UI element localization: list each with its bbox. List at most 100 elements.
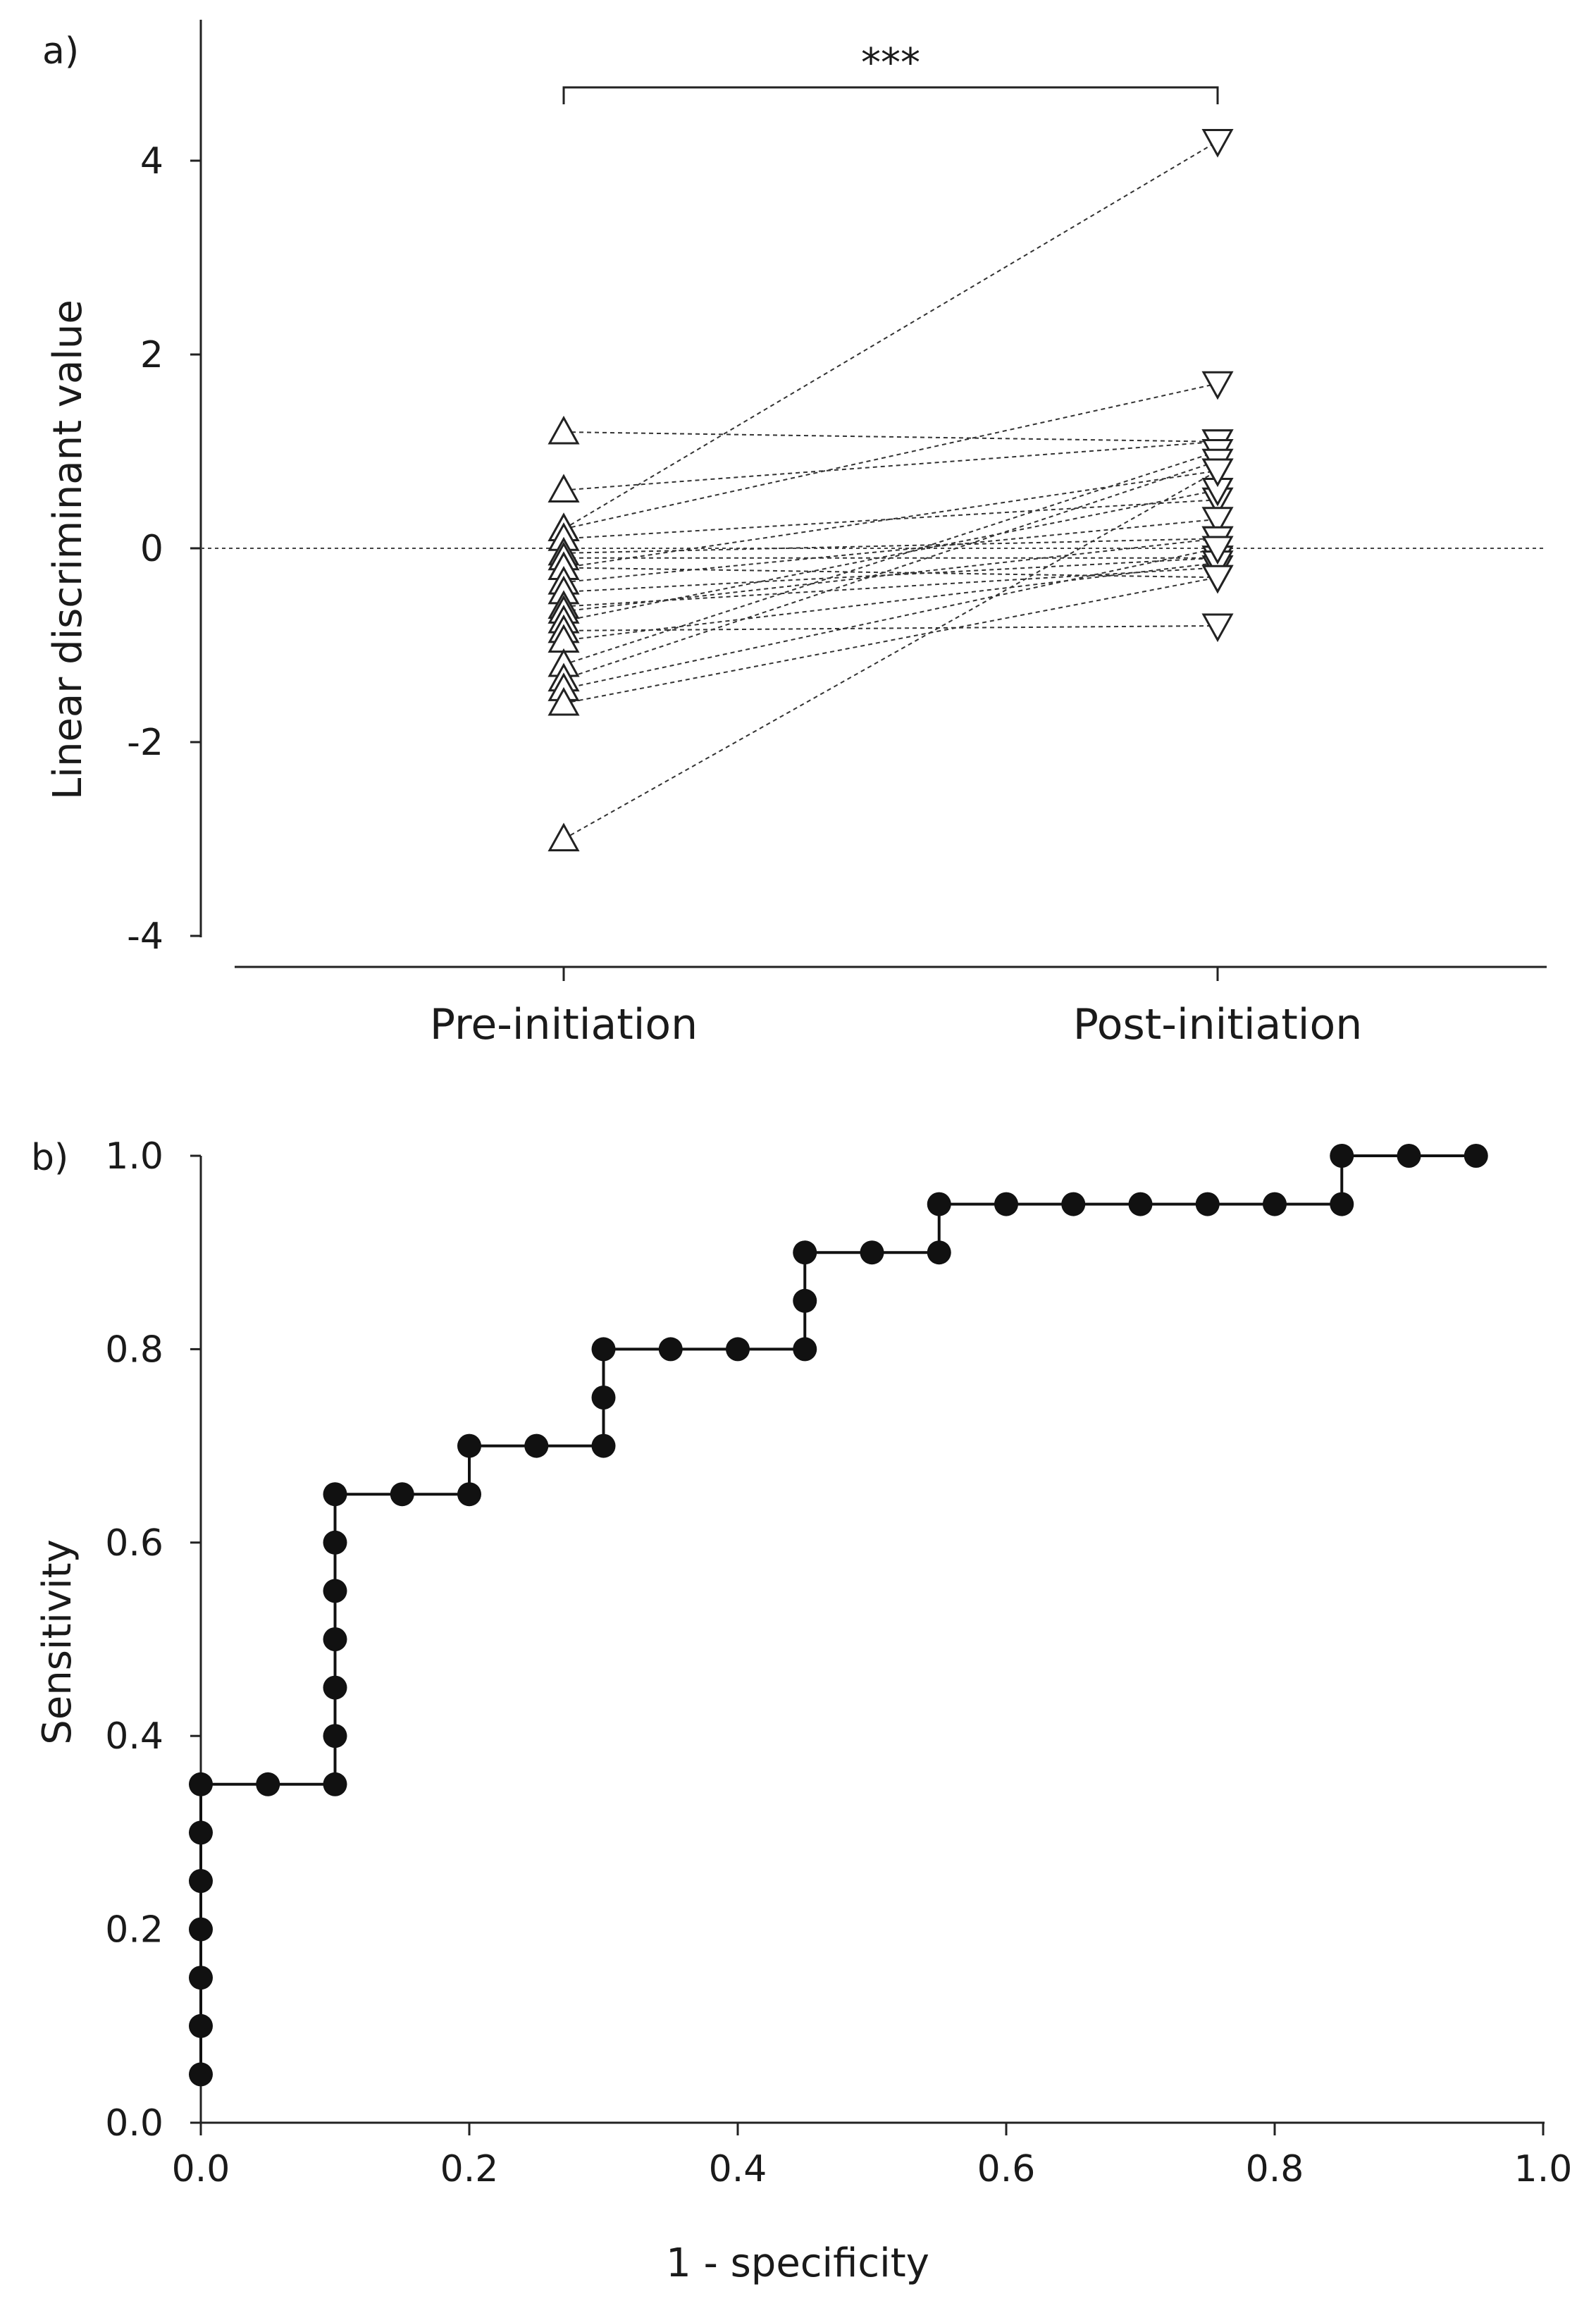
paired-line [563, 470, 1218, 840]
panel-b-y-tick-label: 0.8 [105, 1328, 163, 1371]
category-label: Post-initiation [1073, 1000, 1362, 1049]
panel-b-x-tick-label: 0.4 [709, 2148, 767, 2190]
roc-point [323, 1530, 347, 1555]
paired-line [563, 499, 1218, 540]
roc-point [1330, 1192, 1354, 1216]
post-initiation-marker [1201, 371, 1234, 400]
roc-point [994, 1192, 1018, 1216]
panel-b-x-axis-title: 1 - specificity [666, 2240, 929, 2286]
panel-a-y-tick-label: -4 [127, 915, 163, 958]
significance-bracket [562, 86, 1219, 104]
paired-line [563, 548, 1218, 690]
panel-a-label: a) [42, 30, 79, 73]
roc-point [524, 1433, 549, 1458]
panel-b-y-ticks: 0.0 0.2 0.4 0.6 0.8 1.0 [105, 1135, 201, 2145]
panel-b-y-tick-label: 0.0 [105, 2102, 163, 2145]
roc-point [1263, 1192, 1287, 1216]
pre-initiation-marker [548, 822, 580, 851]
roc-point [658, 1337, 683, 1362]
roc-point [256, 1772, 280, 1796]
roc-point [591, 1433, 616, 1458]
roc-point [1464, 1144, 1488, 1168]
category-label: Pre-initiation [430, 1000, 698, 1049]
post-initiation-marker [1201, 458, 1234, 488]
paired-markers [548, 129, 1234, 851]
panel-b-x-tick-label: 0.2 [440, 2148, 499, 2190]
post-initiation-marker [1201, 507, 1234, 536]
panel-a-y-axis-title: Linear discriminant value [45, 300, 91, 800]
roc-point [323, 1675, 347, 1700]
paired-line [563, 440, 1218, 491]
paired-line [563, 518, 1218, 584]
paired-line [563, 470, 1218, 569]
panel-a-y-tick-label: 2 [140, 334, 163, 376]
roc-point [1397, 1144, 1421, 1168]
roc-point [390, 1482, 414, 1507]
roc-step-line [199, 1154, 1476, 2075]
post-initiation-marker [1201, 536, 1234, 565]
panel-a-y-tick-label: 4 [140, 140, 163, 183]
panel-a-x-ticks: Pre-initiation Post-initiation [430, 967, 1362, 1049]
roc-point [591, 1337, 616, 1362]
roc-point [323, 1724, 347, 1748]
pre-initiation-marker [548, 686, 580, 716]
roc-point [793, 1240, 817, 1265]
panel-a-y-tick-label: 0 [140, 528, 163, 570]
panel-b-label: b) [31, 1137, 68, 1179]
panel-b-x-tick-label: 1.0 [1514, 2148, 1573, 2190]
roc-point [1128, 1192, 1153, 1216]
roc-point [189, 1772, 213, 1796]
roc-point [189, 1820, 213, 1845]
panel-a-y-tick-label: -2 [127, 722, 163, 764]
roc-point [591, 1386, 616, 1410]
panel-b-y-tick-label: 0.2 [105, 1909, 163, 1951]
post-initiation-marker [1201, 129, 1234, 158]
panel-a: a) Linear discriminant value 4 2 0 -2 -4 Pre… [42, 20, 1547, 1049]
paired-line [563, 383, 1218, 530]
panel-b-y-tick-label: 0.6 [105, 1522, 163, 1565]
roc-point [189, 2013, 213, 2038]
roc-point [323, 1482, 347, 1507]
roc-point [457, 1482, 481, 1507]
panel-b-y-tick-label: 0.4 [105, 1715, 163, 1758]
roc-point [189, 1966, 213, 1990]
panel-b-y-tick-label: 1.0 [105, 1135, 163, 1178]
roc-point [1061, 1192, 1086, 1216]
paired-line [563, 460, 1218, 680]
panel-b-y-axis-title: Sensitivity [35, 1539, 80, 1745]
significance-label: *** [861, 40, 920, 86]
panel-b-x-ticks: 0.0 0.2 0.4 0.6 0.8 1.0 [172, 2123, 1573, 2190]
panel-b: b) Sensitivity 1 - specificity 0.0 0.2 0.4… [31, 1135, 1572, 2286]
paired-lines [563, 140, 1218, 840]
roc-point [726, 1337, 750, 1362]
paired-line [563, 625, 1218, 631]
roc-point [189, 1869, 213, 1893]
roc-point [1195, 1192, 1220, 1216]
post-initiation-marker [1201, 613, 1234, 643]
roc-point [323, 1579, 347, 1603]
roc-point [457, 1433, 481, 1458]
panel-a-y-ticks: 4 2 0 -2 -4 [127, 140, 201, 958]
roc-point [189, 1917, 213, 1942]
roc-point [927, 1240, 951, 1265]
panel-b-x-tick-label: 0.6 [977, 2148, 1036, 2190]
roc-point [323, 1772, 347, 1796]
paired-line [563, 538, 1218, 554]
roc-point [860, 1240, 884, 1265]
paired-line [563, 567, 1218, 579]
panel-b-x-tick-label: 0.8 [1246, 2148, 1304, 2190]
roc-point [189, 2062, 213, 2087]
paired-line [563, 489, 1218, 622]
roc-points [189, 1144, 1488, 2087]
roc-point [793, 1337, 817, 1362]
paired-line [563, 576, 1218, 704]
pre-initiation-marker [548, 474, 580, 502]
paired-line [563, 140, 1218, 530]
roc-point [1330, 1144, 1354, 1168]
panel-b-x-tick-label: 0.0 [172, 2148, 230, 2190]
post-initiation-marker [1201, 565, 1234, 594]
paired-line [563, 450, 1218, 665]
paired-line [563, 562, 1218, 641]
roc-point [793, 1288, 817, 1313]
